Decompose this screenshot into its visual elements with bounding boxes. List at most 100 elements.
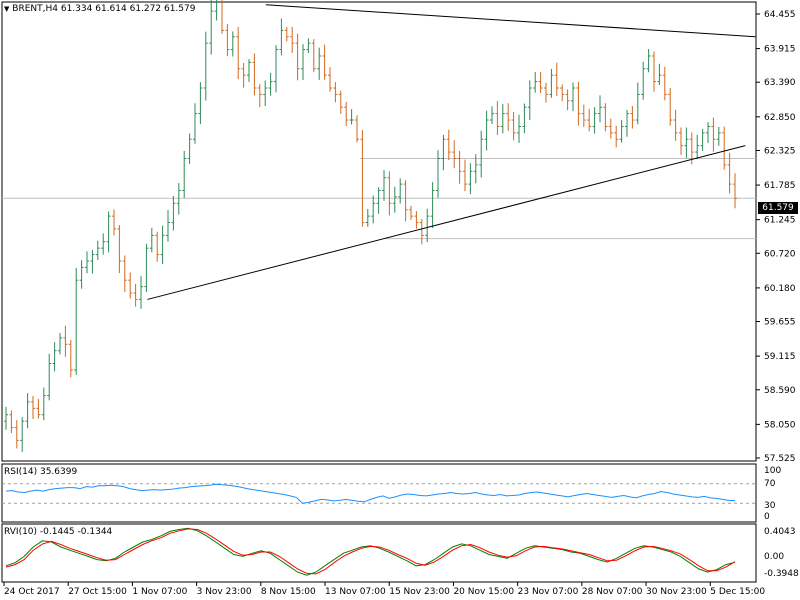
price-tick-label: 63.390 [764, 78, 796, 88]
candle [457, 150, 462, 184]
candle [679, 127, 683, 155]
time-tick-label: 30 Nov 23:00 [646, 587, 707, 597]
candle [430, 182, 435, 229]
candlesticks [4, 0, 737, 453]
price-tick-label: 62.850 [764, 113, 796, 123]
rsi-level-100: 100 [764, 466, 781, 476]
candle [398, 178, 403, 204]
candle [441, 134, 446, 171]
candle [360, 130, 365, 227]
price-tick-label: 59.115 [764, 352, 796, 362]
candle [25, 393, 30, 429]
candle [176, 183, 181, 215]
rsi-title: RSI(14) [4, 467, 38, 477]
candle [322, 44, 327, 80]
time-axis: 24 Oct 2017 27 Oct 15:00 1 Nov 07:00 3 Nov … [3, 582, 765, 597]
rvi-title: RVI(10) [4, 527, 38, 537]
candle [468, 163, 473, 195]
candle [533, 72, 538, 93]
rsi-panel [1, 463, 757, 523]
candle [414, 211, 419, 229]
time-tick-label: 24 Oct 2017 [4, 587, 60, 597]
candle [279, 18, 284, 56]
candle [268, 72, 273, 96]
price-tick-label: 60.720 [764, 249, 796, 259]
candle [63, 325, 68, 357]
candle [652, 51, 656, 92]
candle [193, 103, 197, 144]
low-value: 61.272 [129, 4, 162, 14]
candle [446, 129, 451, 161]
current-price-label: 61.579 [758, 202, 798, 214]
candle [221, 0, 224, 34]
candle [603, 103, 608, 132]
candle [452, 140, 457, 169]
candle [338, 90, 343, 114]
candle [187, 133, 192, 164]
candle [387, 171, 392, 216]
candle [106, 211, 111, 253]
candle [673, 109, 678, 141]
time-tick-label: 1 Nov 07:00 [132, 587, 187, 597]
candle [581, 104, 586, 128]
candle [700, 128, 705, 151]
candle [371, 195, 376, 224]
trendline [265, 4, 756, 38]
price-tick-label: 59.655 [764, 318, 796, 328]
candle [263, 80, 268, 106]
time-tick-label: 23 Nov 07:00 [518, 587, 579, 597]
candle [52, 342, 57, 372]
candle [419, 219, 424, 245]
time-tick-label: 13 Nov 07:00 [325, 587, 386, 597]
candle [209, 0, 214, 55]
trendline [147, 145, 746, 300]
candle [31, 396, 35, 420]
price-tick-label: 61.245 [764, 216, 796, 226]
candle [382, 170, 386, 201]
price-axis: 64.455 63.915 63.390 62.850 62.325 61.785 61.2… [756, 10, 796, 464]
candle [733, 173, 737, 209]
high-value: 61.614 [95, 4, 127, 14]
rvi-panel [1, 523, 757, 583]
rsi-header: RSI(14) 35.6399 [4, 467, 77, 477]
candle [47, 353, 52, 401]
trendlines [147, 4, 756, 300]
candle [182, 150, 187, 198]
candle [90, 249, 95, 274]
candle [328, 67, 332, 92]
candle [722, 126, 727, 170]
candle [149, 227, 154, 253]
candle [284, 26, 289, 42]
candle [695, 134, 700, 160]
candle [36, 398, 41, 419]
candle [490, 106, 494, 124]
time-tick-label: 15 Nov 23:00 [389, 587, 450, 597]
candle [527, 80, 532, 120]
candle [598, 95, 602, 123]
symbol-label: BRENT,H4 [12, 4, 58, 14]
candle [608, 118, 613, 139]
candle [425, 208, 430, 243]
candle [58, 332, 62, 355]
candle [554, 62, 559, 97]
candle [571, 82, 575, 112]
candle [538, 71, 543, 93]
candle [641, 61, 646, 100]
candle [365, 209, 370, 227]
price-tick-label: 58.050 [764, 420, 796, 430]
candle [592, 107, 597, 134]
candle [306, 38, 311, 54]
candle [565, 89, 570, 111]
rsi-value: 35.6399 [39, 467, 78, 477]
price-tick-label: 58.590 [764, 386, 796, 396]
rsi-line [5, 483, 736, 504]
candle [257, 83, 262, 108]
candle [473, 154, 478, 184]
time-tick-label: 27 Oct 15:00 [68, 587, 127, 597]
candle [544, 82, 548, 103]
rvi-signal-line [5, 528, 736, 575]
dropdown-triangle-icon[interactable]: ▼ [4, 5, 10, 13]
candle [241, 63, 246, 88]
price-tick-label: 64.455 [764, 10, 796, 20]
